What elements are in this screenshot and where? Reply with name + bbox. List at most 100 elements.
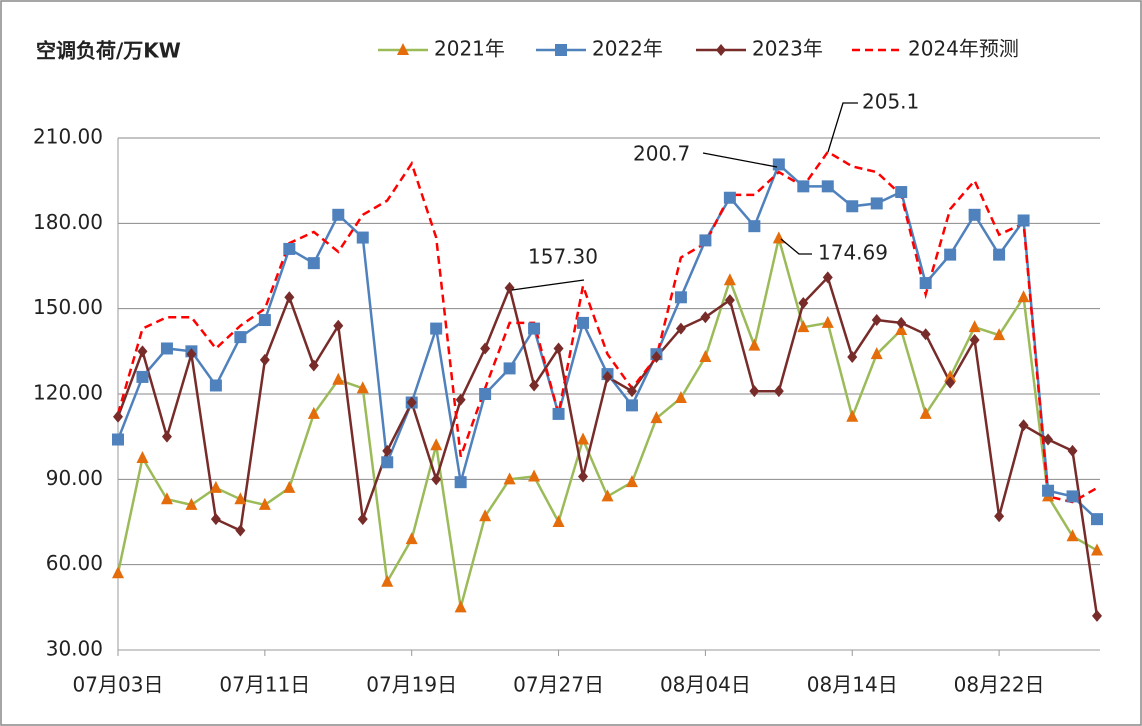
point xyxy=(724,294,735,307)
legend-marker xyxy=(555,44,567,56)
point xyxy=(137,345,148,358)
point xyxy=(307,406,320,419)
point xyxy=(405,532,418,545)
point xyxy=(406,396,417,409)
point xyxy=(1043,433,1054,446)
point xyxy=(625,475,638,488)
point xyxy=(994,510,1005,523)
y-tick-label: 150.00 xyxy=(33,295,103,319)
point xyxy=(919,277,932,290)
point xyxy=(1091,513,1103,526)
point xyxy=(577,432,590,445)
y-axis-title: 空调负荷/万KW xyxy=(36,39,181,63)
point xyxy=(1066,490,1079,503)
point xyxy=(113,410,123,423)
point xyxy=(577,316,590,329)
point xyxy=(1066,529,1079,542)
point xyxy=(749,385,760,398)
point xyxy=(723,273,736,286)
y-tick-label: 210.00 xyxy=(33,125,103,149)
legend-marker xyxy=(397,43,409,55)
point xyxy=(944,248,957,261)
point xyxy=(529,379,540,392)
x-tick-label: 07月19日 xyxy=(366,673,457,697)
point xyxy=(528,322,541,335)
point xyxy=(552,407,565,420)
point xyxy=(699,234,712,247)
point xyxy=(160,492,173,505)
point xyxy=(284,291,295,304)
point xyxy=(896,316,907,329)
point xyxy=(748,220,761,233)
point xyxy=(258,497,271,510)
x-tick-label: 07月27日 xyxy=(513,673,604,697)
annotation-leader xyxy=(780,238,812,255)
point xyxy=(235,524,246,537)
point xyxy=(283,242,296,255)
point xyxy=(822,271,833,284)
point xyxy=(993,248,1006,261)
y-tick-label: 180.00 xyxy=(33,210,103,234)
point xyxy=(381,574,394,587)
point xyxy=(650,411,663,424)
point xyxy=(381,456,394,469)
point xyxy=(651,351,662,364)
point xyxy=(895,186,908,199)
point xyxy=(308,359,319,372)
point xyxy=(968,320,981,333)
x-tick-label: 07月03日 xyxy=(73,673,164,697)
point xyxy=(210,513,221,526)
point xyxy=(186,348,197,361)
point xyxy=(919,406,932,419)
point xyxy=(1017,214,1030,227)
point xyxy=(821,315,834,328)
point xyxy=(112,433,124,446)
point xyxy=(136,451,149,463)
annotation: 205.1 xyxy=(862,90,919,114)
point xyxy=(1018,419,1029,432)
point xyxy=(625,399,638,412)
point xyxy=(454,476,467,489)
point xyxy=(552,515,565,527)
point xyxy=(846,409,859,422)
point xyxy=(332,372,345,385)
y-tick-label: 90.00 xyxy=(46,466,103,490)
point xyxy=(283,480,296,493)
point xyxy=(503,362,516,375)
x-tick-label: 08月04日 xyxy=(660,673,751,697)
point xyxy=(969,333,980,346)
point xyxy=(798,296,809,309)
point xyxy=(700,311,711,324)
series-line xyxy=(116,150,1098,504)
point xyxy=(846,200,859,213)
point xyxy=(333,319,344,332)
point xyxy=(332,208,345,221)
annotation-leader xyxy=(827,102,858,153)
point xyxy=(528,469,541,482)
point xyxy=(870,197,883,210)
point xyxy=(797,180,810,193)
point xyxy=(1091,543,1103,556)
legend-label: 2022年 xyxy=(592,37,663,61)
point xyxy=(160,342,173,355)
point xyxy=(382,444,393,457)
point xyxy=(895,323,908,335)
point xyxy=(626,385,637,398)
point xyxy=(601,489,614,502)
x-tick-label: 08月14日 xyxy=(807,673,898,697)
point xyxy=(602,370,613,383)
point xyxy=(185,497,198,510)
point xyxy=(1067,444,1078,457)
point xyxy=(993,328,1006,341)
legend-label: 2023年 xyxy=(752,37,823,61)
point xyxy=(234,492,247,505)
point xyxy=(945,376,956,389)
annotation: 174.69 xyxy=(818,241,888,265)
point xyxy=(699,350,712,363)
point xyxy=(307,257,320,270)
point xyxy=(356,381,369,394)
annotation: 157.30 xyxy=(528,245,598,269)
point xyxy=(258,314,271,327)
point xyxy=(234,331,247,344)
